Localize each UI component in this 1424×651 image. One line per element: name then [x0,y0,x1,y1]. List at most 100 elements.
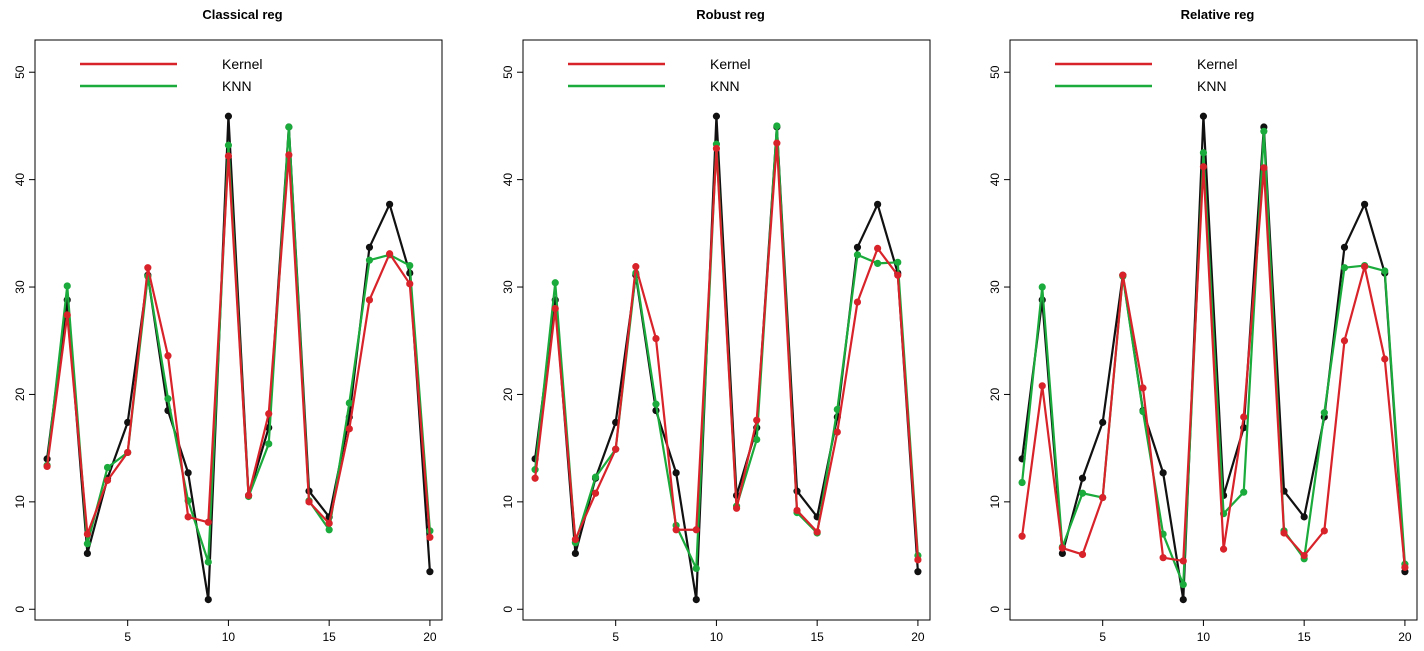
data-point-kernel [1320,527,1328,535]
data-point-knn [1340,264,1349,272]
data-point-observed [1078,474,1087,482]
data-point-kernel [1381,355,1389,363]
y-tick-label: 30 [501,280,515,294]
series-line-observed [1020,115,1407,601]
data-point-kernel [914,556,922,564]
data-point-kernel [692,526,700,534]
data-point-observed [426,568,434,576]
data-point-observed [365,243,374,251]
data-point-observed [672,469,680,477]
series-line-kernel [45,153,432,538]
series-line-observed [533,115,920,601]
chart-title: Relative reg [1181,7,1255,22]
chart-panel-3: Relative reg 0 10 20 30 40 50 5 10 15 20 Kernel KNN [988,7,1418,644]
data-point-kernel [732,504,741,512]
data-point-kernel [833,428,841,436]
data-point-kernel [1018,532,1026,540]
data-point-kernel [224,152,233,160]
data-point-knn [1078,489,1087,497]
data-point-knn [164,395,172,403]
chart-title: Classical reg [202,7,282,22]
data-point-knn [853,251,862,259]
data-point-kernel [1240,413,1248,421]
data-point-kernel [365,296,374,304]
y-tick-label: 20 [13,387,27,401]
data-point-kernel [894,271,902,279]
y-tick-label: 0 [988,606,1002,613]
data-point-observed [1361,200,1369,208]
x-tick-label: 5 [124,630,131,644]
x-tick-label: 5 [612,630,619,644]
data-point-kernel [1361,263,1369,271]
data-point-kernel [753,416,761,424]
data-point-kernel [1058,544,1066,552]
data-point-knn [103,463,112,472]
data-point-kernel [571,535,579,544]
data-point-knn [345,399,353,407]
data-point-knn [325,526,333,534]
y-tick-label: 20 [988,387,1002,401]
data-point-kernel [1119,271,1127,279]
plot-frame [34,39,443,621]
data-point-observed [692,595,700,604]
data-point-kernel [386,250,394,258]
data-point-kernel [305,498,313,506]
data-point-knn [204,558,212,566]
chart-panel-2: Robust reg 0 10 20 30 40 50 5 10 15 20 Kernel KNN [501,7,931,644]
data-point-kernel [325,519,333,527]
data-point-knn [773,122,781,130]
data-point-kernel [1401,563,1409,571]
data-point-knn [692,564,700,573]
y-tick-label: 30 [13,280,27,294]
data-point-kernel [712,144,721,153]
data-point-kernel [345,425,353,433]
data-point-observed [853,243,862,251]
data-point-knn [1018,478,1026,487]
legend-label-knn: KNN [222,78,252,94]
data-point-kernel [853,298,862,306]
data-point-kernel [83,530,91,538]
data-point-kernel [1078,550,1087,559]
data-point-knn [1038,283,1046,291]
data-point-knn [753,435,761,444]
data-point-kernel [164,352,172,360]
data-point-kernel [1219,545,1228,553]
series-line-kernel [1020,165,1407,568]
y-tick-label: 0 [13,606,27,613]
data-point-kernel [1159,554,1167,562]
x-tick-label: 10 [222,630,236,644]
data-point-kernel [1199,163,1208,171]
x-tick-label: 20 [1398,630,1412,644]
data-point-observed [1199,112,1208,120]
y-tick-label: 40 [13,173,27,187]
data-point-knn [365,256,374,264]
data-point-observed [224,112,233,120]
y-tick-label: 40 [501,173,515,187]
data-point-knn [1260,127,1268,135]
plot-frame [522,39,931,621]
x-tick-label: 15 [810,630,824,644]
data-point-kernel [1099,493,1107,502]
data-point-observed [914,568,922,576]
data-point-observed [874,200,882,208]
data-point-kernel [103,476,112,484]
data-point-kernel [1139,384,1147,392]
data-point-kernel [672,526,680,534]
legend-label-knn: KNN [1197,78,1227,94]
y-tick-label: 50 [13,65,27,79]
y-tick-label: 30 [988,280,1002,294]
data-point-observed [1159,469,1167,477]
legend-label-kernel: Kernel [710,56,750,72]
y-tick-label: 50 [501,65,515,79]
data-point-kernel [1300,551,1308,560]
y-tick-label: 50 [988,65,1002,79]
data-point-kernel [1340,337,1349,345]
series-line-observed [45,115,432,601]
data-point-knn [551,279,559,287]
data-point-knn [652,400,660,408]
data-point-kernel [285,151,293,159]
data-point-kernel [144,264,152,272]
data-point-kernel [1260,164,1268,172]
y-tick-label: 0 [501,606,515,613]
